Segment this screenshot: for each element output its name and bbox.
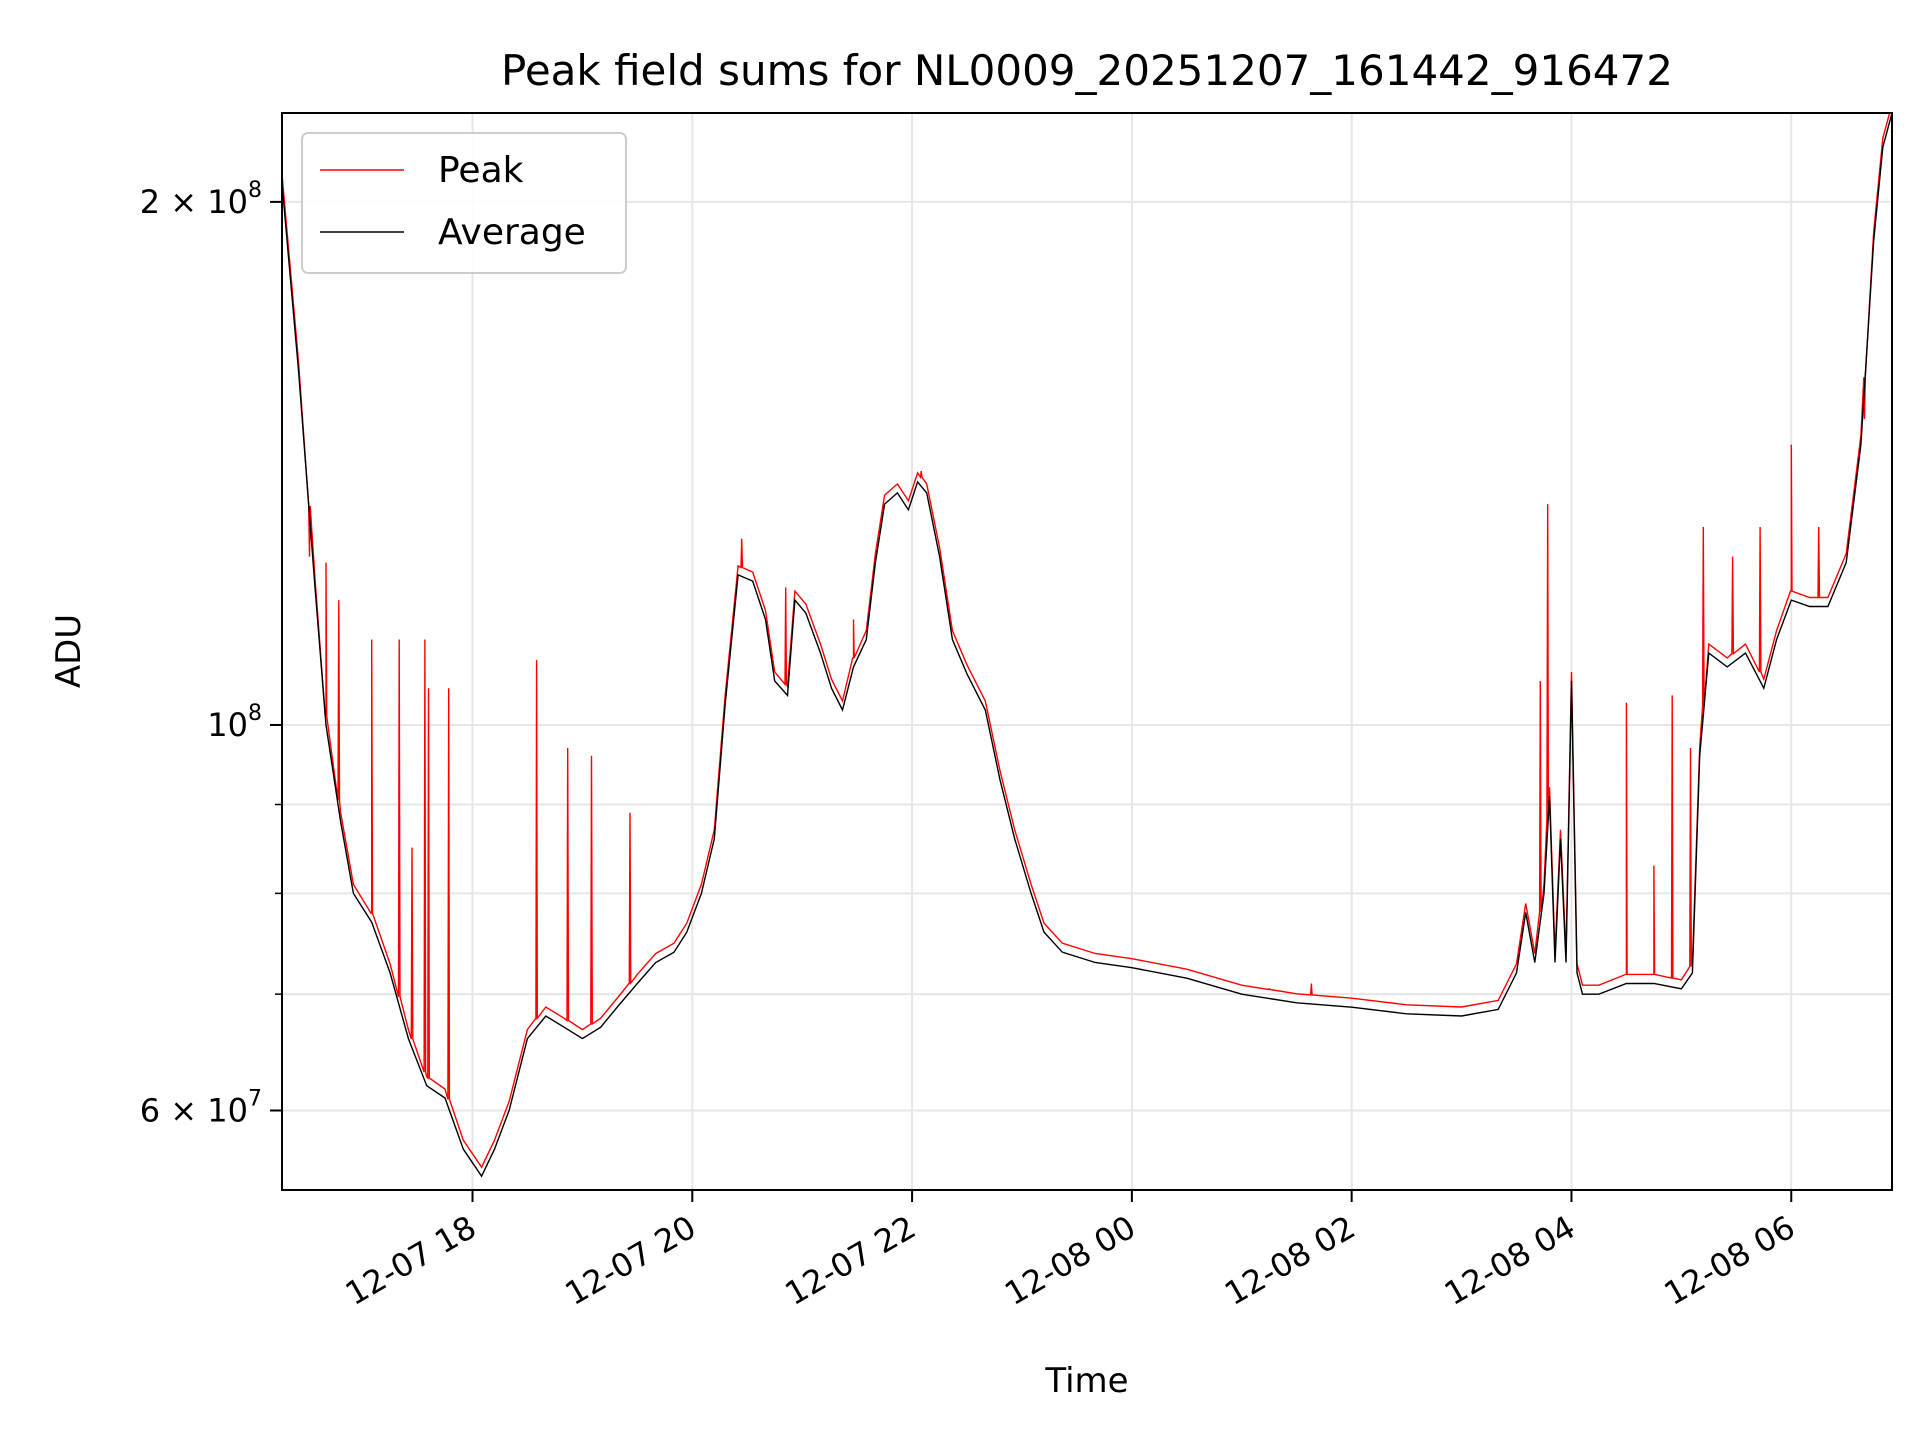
y-axis-title: ADU [49,614,89,688]
legend: Peak Average [301,132,627,274]
legend-label-average: Average [438,212,586,253]
y-tick-label: 2 × 108 [140,178,262,221]
plot-lines [282,113,1892,1178]
legend-box [301,132,627,274]
legend-label-peak: Peak [438,150,524,191]
y-tick-label: 108 [207,701,262,744]
chart-title: Peak field sums for NL0009_20251207_1614… [501,46,1673,95]
y-tick-label: 6 × 107 [140,1086,262,1129]
grid-lines [282,113,1892,1190]
plot-frame [281,112,1893,1191]
x-axis-title: Time [1044,1361,1128,1401]
series-line-peak [282,113,1891,1169]
series-line-average [282,113,1892,1178]
